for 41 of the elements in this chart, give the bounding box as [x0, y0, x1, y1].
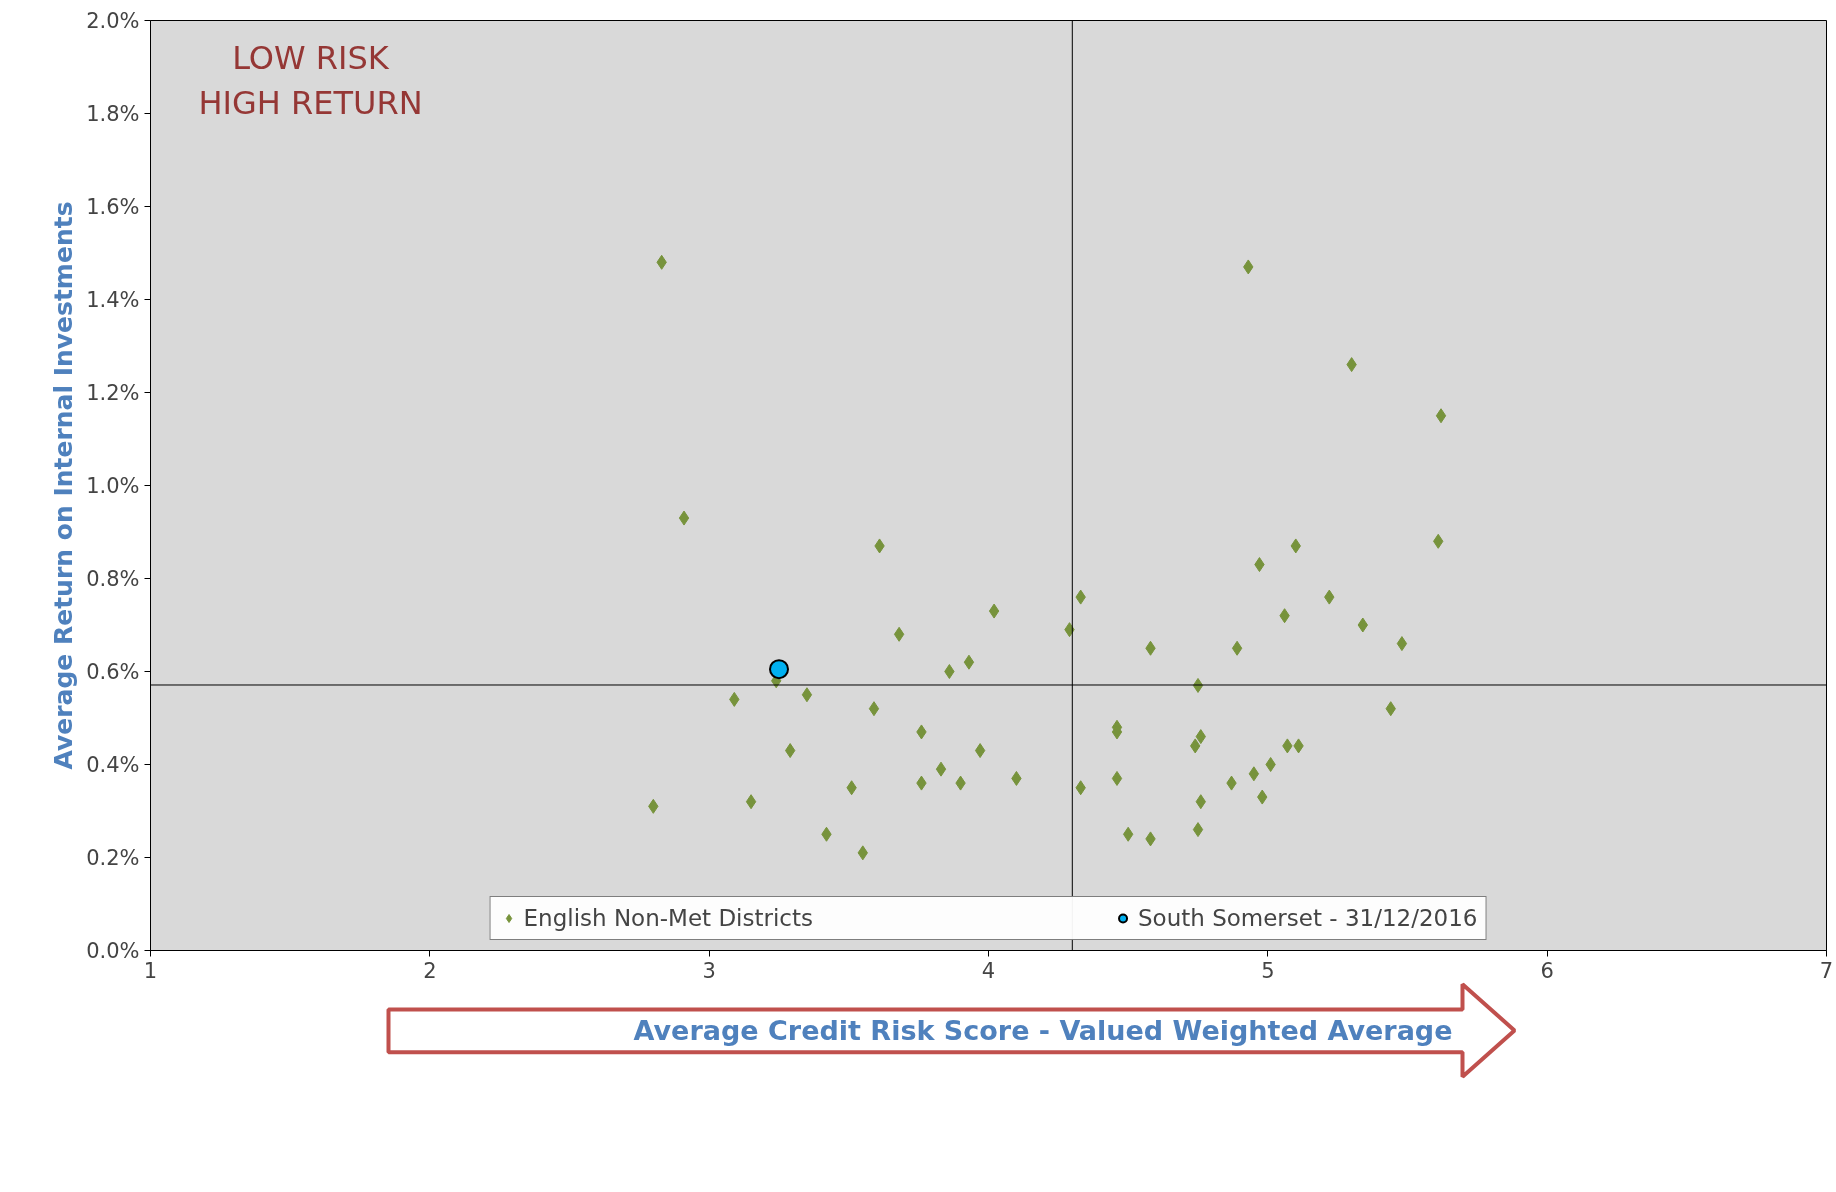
point	[974, 743, 986, 759]
y-tick-label: 0.8%	[86, 566, 140, 591]
x-tick-label: 1	[143, 958, 158, 983]
y-tick-label: 1.8%	[86, 101, 140, 126]
x-tick-label: 3	[702, 958, 716, 983]
x-tick-label: 4	[981, 958, 996, 983]
point	[769, 659, 789, 680]
legend-label: English Non-Met Districts	[523, 905, 813, 931]
x-tick-label: 5	[1261, 958, 1275, 983]
y-tick-label: 1.0%	[86, 473, 140, 498]
y-tick-label: 1.4%	[86, 287, 140, 312]
point	[1396, 636, 1408, 652]
point	[745, 794, 757, 810]
point	[1111, 770, 1123, 786]
point	[1231, 640, 1243, 656]
x-tick-label: 7	[1819, 958, 1834, 983]
annotation: LOW RISK HIGH RETURN	[198, 38, 423, 123]
point	[963, 654, 975, 670]
point	[1435, 408, 1447, 424]
y-tick-label: 0.4%	[86, 752, 140, 777]
point	[935, 761, 947, 777]
x-tick-label: 6	[1540, 958, 1554, 983]
point	[944, 664, 955, 679]
point	[801, 687, 813, 703]
y-axis-title: Average Return on Internal Investments	[49, 201, 79, 770]
y-tick-label: 1.6%	[86, 194, 140, 219]
y-tick-label: 0.6%	[86, 659, 140, 684]
point	[988, 603, 1000, 619]
y-tick-label: 0.0%	[86, 938, 140, 963]
point	[1265, 757, 1276, 772]
y-tick-label: 0.2%	[86, 845, 140, 870]
x-tick-label: 2	[423, 958, 437, 983]
point	[1248, 766, 1260, 782]
point	[678, 510, 690, 526]
point	[868, 701, 880, 717]
y-tick-label: 1.2%	[86, 380, 140, 405]
point	[1192, 822, 1204, 838]
y-tick-label: 2.0%	[86, 8, 140, 33]
point	[893, 626, 905, 642]
legend-label: South Somerset - 31/12/2016	[1137, 905, 1478, 931]
x-axis-title: Average Credit Risk Score - Valued Weighted Average	[633, 1015, 1453, 1046]
